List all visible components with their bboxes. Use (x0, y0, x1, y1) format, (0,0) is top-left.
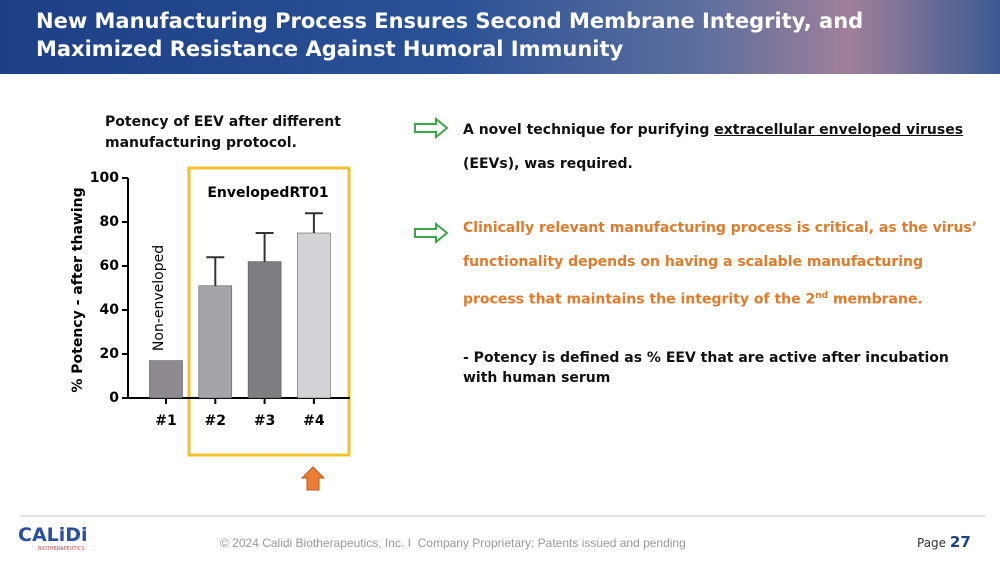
bullet-text: A novel technique for purifying (463, 122, 715, 138)
x-tick-label: #3 (254, 413, 275, 429)
chart-title: Potency of EEV after different manufactu… (105, 114, 341, 151)
x-tick-label: #2 (205, 413, 226, 429)
y-tick-label: 100 (90, 170, 119, 186)
logo-sub: BIOTHERAPEUTICS (38, 546, 85, 552)
bar (297, 232, 331, 399)
bullet: A novel technique for purifying extracel… (463, 113, 983, 181)
title-line: Maximized Resistance Against Humoral Imm… (36, 37, 624, 61)
page-label: Page (917, 536, 947, 550)
annotation: Non-enveloped (151, 245, 167, 351)
green-arrow (414, 116, 449, 140)
slide-title: New Manufacturing Process Ensures Second… (36, 7, 863, 63)
y-axis-label: % Potency - after thawing (70, 187, 86, 392)
note: - Potency is defined as % EEV that are a… (463, 350, 949, 386)
x-tick-label: #1 (155, 413, 176, 429)
title-line: New Manufacturing Process Ensures Second… (36, 9, 864, 33)
y-tick-label: 20 (100, 346, 120, 362)
logo: CALiDi (18, 524, 88, 546)
page-number: Page 27 (917, 533, 971, 551)
bullet-text: (EEVs), was required. (463, 156, 633, 172)
y-tick-label: 0 (109, 390, 119, 406)
bullet-text: extracellular enveloped viruses (714, 122, 964, 138)
header-banner (0, 0, 1000, 74)
bullet-text: membrane. (828, 291, 923, 308)
highlight-box (187, 166, 351, 457)
copyright: © 2024 Calidi Biotherapeutics, Inc. I Co… (220, 536, 686, 550)
superscript: nd (815, 291, 829, 301)
up-arrow (300, 466, 326, 491)
bullet: Clinically relevant manufacturing proces… (463, 211, 983, 317)
annotation: EnvelopedRT01 (207, 185, 328, 201)
page-num: 27 (949, 533, 971, 551)
x-tick-label: #4 (303, 413, 325, 429)
y-tick-label: 60 (100, 258, 120, 274)
bullet-text: Clinically relevant manufacturing proces… (463, 220, 978, 308)
bar (247, 261, 282, 399)
y-tick-label: 40 (100, 302, 120, 318)
bar (198, 285, 233, 399)
y-tick-label: 80 (100, 214, 120, 230)
green-arrow (414, 221, 449, 245)
bar (149, 360, 183, 399)
